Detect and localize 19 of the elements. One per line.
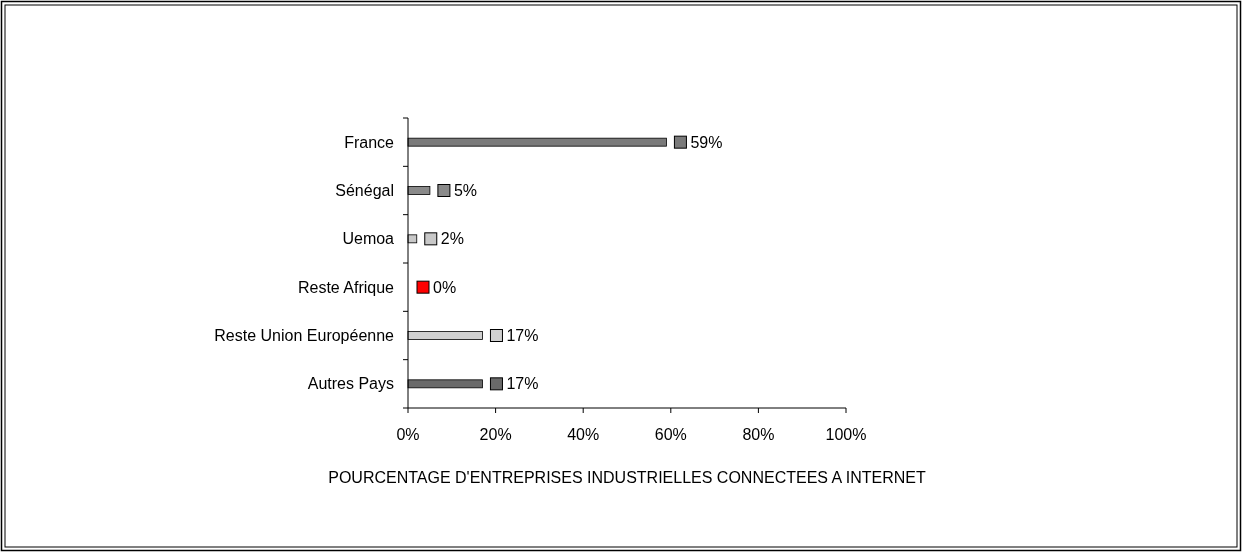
y-tick-label: Sénégal <box>335 182 394 200</box>
data-label: 17% <box>506 375 539 393</box>
data-label: 0% <box>433 278 457 296</box>
y-tick-label: Reste Afrique <box>297 278 395 296</box>
data-label: 5% <box>453 182 478 200</box>
data-label: 2% <box>440 230 464 248</box>
data-label: 17% <box>506 327 539 345</box>
x-tick-label: 100% <box>825 426 867 443</box>
x-tick-label: 0% <box>396 426 420 443</box>
x-axis-title: POURCENTAGE D'ENTREPRISES INDUSTRIELLES CONNECTEES A INTERNET <box>328 469 926 486</box>
x-tick-label: 60% <box>654 426 687 443</box>
x-tick-label: 40% <box>567 426 600 443</box>
y-tick-label: France <box>344 133 395 151</box>
data-label: 59% <box>690 133 723 151</box>
y-tick-label: Reste Union Européenne <box>214 327 395 345</box>
x-tick-label: 80% <box>742 426 775 443</box>
y-tick-label: Autres Pays <box>307 375 394 393</box>
x-tick-label: 20% <box>479 426 512 443</box>
y-tick-label: Uemoa <box>342 230 395 248</box>
